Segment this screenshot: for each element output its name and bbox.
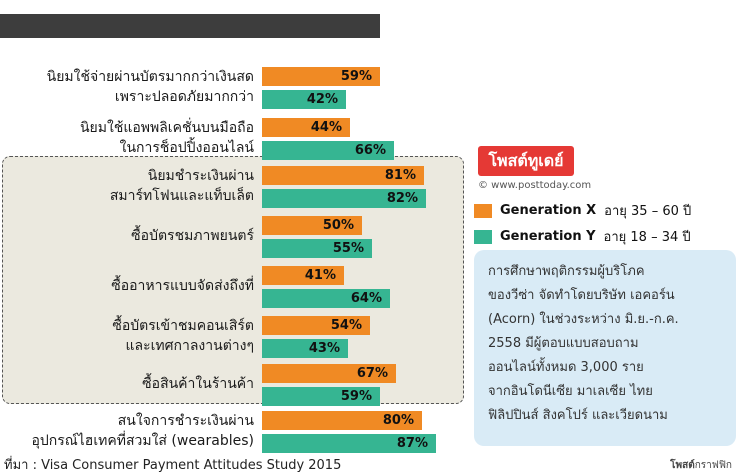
chart-row: ซื้อสินค้าในร้านค้า 67% 59%	[0, 361, 740, 411]
bar-gen-y: 43%	[262, 339, 348, 358]
bar-value-label: 54%	[330, 318, 362, 333]
bar-gen-x: 50%	[262, 216, 362, 235]
chart-row: ซื้ออาหารแบบจัดส่งถึงที่ 41% 64%	[0, 263, 740, 313]
note-line: ออนไลน์ทั้งหมด 3,000 ราย	[488, 360, 644, 375]
bar-gen-y: 59%	[262, 387, 380, 406]
category-label: สนใจการชำระเงินผ่าน อุปกรณ์ไฮเทคที่สวมใส…	[31, 413, 254, 449]
chart-row: นิยมใช้จ่ายผ่านบัตรมากกว่าเงินสด เพราะปล…	[0, 64, 740, 114]
legend-swatch-x	[474, 203, 492, 218]
legend-gen-x: Generation X อายุ 35 – 60 ปี	[474, 200, 691, 221]
credit-rest: กราฟฟิก	[694, 460, 732, 471]
bar-value-label: 81%	[384, 168, 416, 183]
bar-gen-y: 87%	[262, 434, 436, 453]
note-line: ฟิลิปปินส์ สิงคโปร์ และเวียดนาม	[488, 408, 668, 423]
bar-gen-y: 66%	[262, 141, 394, 160]
header-bar	[0, 14, 380, 38]
bar-value-label: 55%	[332, 241, 364, 256]
category-label: นิยมชำระเงินผ่าน สมาร์ทโฟนและแท็บเล็ต	[109, 168, 254, 204]
bar-gen-x: 67%	[262, 364, 396, 383]
bar-value-label: 80%	[382, 413, 414, 428]
legend-gen-y: Generation Y อายุ 18 – 34 ปี	[474, 226, 691, 247]
bar-gen-x: 81%	[262, 166, 424, 185]
bar-gen-y: 55%	[262, 239, 372, 258]
chart-row: นิยมใช้แอพพลิเคชั่นบนมือถือ ในการช็อปปิ้…	[0, 115, 740, 165]
bar-value-label: 64%	[350, 291, 382, 306]
bar-value-label: 42%	[306, 92, 338, 107]
legend-swatch-y	[474, 229, 492, 244]
site-url: © www.posttoday.com	[478, 180, 592, 191]
note-line: การศึกษาพฤติกรรมผู้บริโภค	[488, 264, 645, 279]
graphic-credit: โพสต์กราฟฟิก	[670, 458, 732, 473]
category-label: นิยมใช้จ่ายผ่านบัตรมากกว่าเงินสด เพราะปล…	[46, 69, 254, 105]
chart-row: ซื้อบัตรชมภาพยนตร์ 50% 55%	[0, 213, 740, 263]
legend-name-x: Generation X	[500, 203, 597, 218]
note-line: 2558 มีผู้ตอบแบบสอบถาม	[488, 336, 639, 351]
source-text: ที่มา : Visa Consumer Payment Attitudes …	[4, 458, 342, 473]
note-line: จากอินโดนีเซีย มาเลเซีย ไทย	[488, 384, 653, 399]
legend-name-y: Generation Y	[500, 229, 596, 244]
category-label: ซื้อบัตรชมภาพยนตร์	[131, 228, 254, 244]
bar-gen-x: 80%	[262, 411, 422, 430]
credit-bold: โพสต์	[670, 460, 695, 471]
bar-gen-y: 82%	[262, 189, 426, 208]
study-note: การศึกษาพฤติกรรมผู้บริโภค ของวีซ่า จัดทำ…	[474, 250, 736, 446]
legend-range-y: อายุ 18 – 34 ปี	[603, 230, 691, 245]
category-label: ซื้อบัตรเข้าชมคอนเสิร์ต และเทศกาลงานต่าง…	[112, 318, 254, 354]
legend-range-x: อายุ 35 – 60 ปี	[604, 204, 692, 219]
bar-gen-y: 64%	[262, 289, 390, 308]
bar-gen-x: 59%	[262, 67, 380, 86]
chart-row: ซื้อบัตรเข้าชมคอนเสิร์ต และเทศกาลงานต่าง…	[0, 313, 740, 363]
bar-value-label: 82%	[386, 191, 418, 206]
brand-logo: โพสต์ทูเดย์	[478, 146, 574, 176]
bar-value-label: 87%	[396, 436, 428, 451]
bar-value-label: 67%	[356, 366, 388, 381]
bar-gen-x: 41%	[262, 266, 344, 285]
chart-row: นิยมชำระเงินผ่าน สมาร์ทโฟนและแท็บเล็ต 81%…	[0, 163, 740, 213]
bar-gen-x: 44%	[262, 118, 350, 137]
chart-row: สนใจการชำระเงินผ่าน อุปกรณ์ไฮเทคที่สวมใส…	[0, 408, 740, 458]
bar-value-label: 66%	[354, 143, 386, 158]
bar-value-label: 41%	[304, 268, 336, 283]
category-label: ซื้ออาหารแบบจัดส่งถึงที่	[111, 278, 254, 294]
bar-value-label: 44%	[310, 120, 342, 135]
note-line: (Acorn) ในช่วงระหว่าง มิ.ย.-ก.ค.	[488, 312, 679, 327]
category-label: นิยมใช้แอพพลิเคชั่นบนมือถือ ในการช็อปปิ้…	[79, 120, 254, 156]
note-line: ของวีซ่า จัดทำโดยบริษัท เอคอร์น	[488, 288, 675, 303]
bar-gen-y: 42%	[262, 90, 346, 109]
bar-value-label: 43%	[308, 341, 340, 356]
bar-value-label: 59%	[340, 69, 372, 84]
bar-value-label: 59%	[340, 389, 372, 404]
bar-gen-x: 54%	[262, 316, 370, 335]
category-label: ซื้อสินค้าในร้านค้า	[142, 376, 254, 392]
bar-value-label: 50%	[322, 218, 354, 233]
